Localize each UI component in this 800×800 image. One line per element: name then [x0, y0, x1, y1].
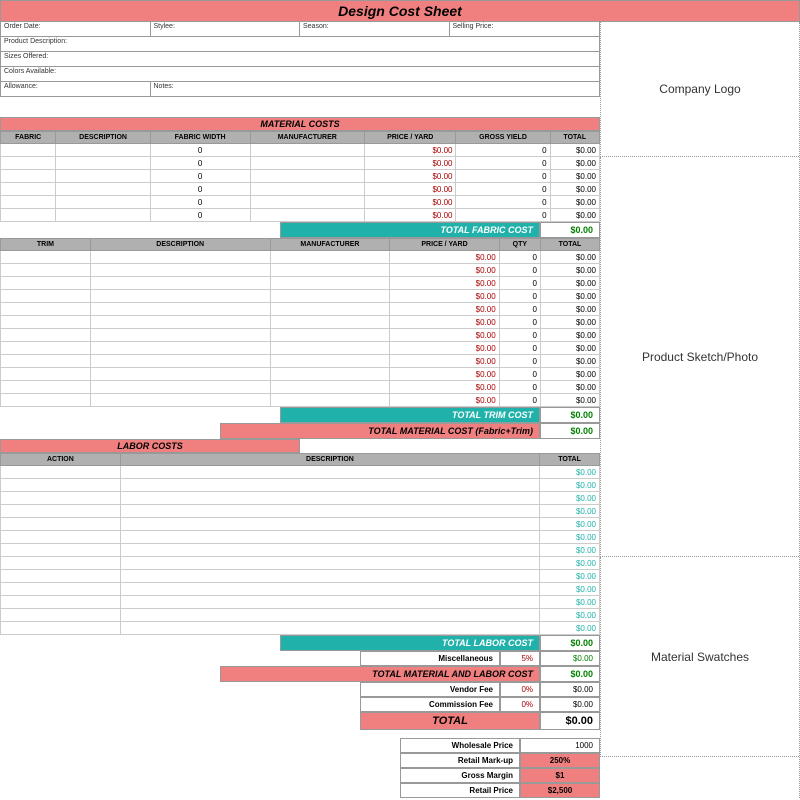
- commission-pct: 0%: [500, 697, 540, 712]
- markup-val: 250%: [520, 753, 600, 768]
- trim-total-label: TOTAL TRIM COST: [280, 407, 540, 423]
- fabric-total-value: $0.00: [540, 222, 600, 238]
- order-date-label: Order Date:: [1, 22, 151, 36]
- labor-col-header: TOTAL: [540, 454, 600, 466]
- labor-table: ACTIONDESCRIPTIONTOTAL $0.00$0.00$0.00$0…: [0, 453, 600, 635]
- fabric-row[interactable]: 0$0.000$0.00: [1, 183, 600, 196]
- labor-row[interactable]: $0.00: [1, 518, 600, 531]
- commission-label: Commission Fee: [360, 697, 500, 712]
- trim-row[interactable]: $0.000$0.00: [1, 290, 600, 303]
- labor-row[interactable]: $0.00: [1, 596, 600, 609]
- fabric-col-header: FABRIC WIDTH: [150, 132, 250, 144]
- labor-costs-header: LABOR COSTS: [0, 439, 300, 453]
- labor-col-header: DESCRIPTION: [120, 454, 539, 466]
- fabric-col-header: DESCRIPTION: [56, 132, 150, 144]
- misc-label: Miscellaneous: [360, 651, 500, 666]
- trim-col-header: PRICE / YARD: [390, 239, 499, 251]
- trim-total-value: $0.00: [540, 407, 600, 423]
- trim-row[interactable]: $0.000$0.00: [1, 355, 600, 368]
- margin-label: Gross Margin: [400, 768, 520, 783]
- retail-val: $2,500: [520, 783, 600, 798]
- vendor-pct: 0%: [500, 682, 540, 697]
- wholesale-val: 1000: [520, 738, 600, 753]
- wholesale-label: Wholesale Price: [400, 738, 520, 753]
- trim-table: TRIMDESCRIPTIONMANUFACTURERPRICE / YARDQ…: [0, 238, 600, 407]
- product-sketch-placeholder: Product Sketch/Photo: [600, 157, 799, 557]
- trim-col-header: DESCRIPTION: [90, 239, 270, 251]
- labor-col-header: ACTION: [1, 454, 121, 466]
- vendor-val: $0.00: [540, 682, 600, 697]
- trim-row[interactable]: $0.000$0.00: [1, 368, 600, 381]
- labor-row[interactable]: $0.00: [1, 544, 600, 557]
- labor-row[interactable]: $0.00: [1, 531, 600, 544]
- labor-total-value: $0.00: [540, 635, 600, 651]
- season-label: Season:: [300, 22, 450, 36]
- trim-row[interactable]: $0.000$0.00: [1, 316, 600, 329]
- colors-label: Colors Available:: [1, 67, 599, 81]
- fabric-col-header: FABRIC: [1, 132, 56, 144]
- trim-row[interactable]: $0.000$0.00: [1, 277, 600, 290]
- mat-labor-total-value: $0.00: [540, 666, 600, 682]
- misc-val: $0.00: [540, 651, 600, 666]
- grand-total-label: TOTAL: [360, 712, 540, 730]
- labor-row[interactable]: $0.00: [1, 505, 600, 518]
- selling-price-label: Selling Price:: [450, 22, 600, 36]
- fabric-row[interactable]: 0$0.000$0.00: [1, 209, 600, 222]
- trim-row[interactable]: $0.000$0.00: [1, 381, 600, 394]
- product-desc-label: Product Description:: [1, 37, 599, 51]
- material-total-value: $0.00: [540, 423, 600, 439]
- fabric-row[interactable]: 0$0.000$0.00: [1, 196, 600, 209]
- sizes-label: Sizes Offered:: [1, 52, 599, 66]
- trim-col-header: TOTAL: [540, 239, 599, 251]
- labor-row[interactable]: $0.00: [1, 622, 600, 635]
- stylee-label: Stylee:: [151, 22, 301, 36]
- labor-total-label: TOTAL LABOR COST: [280, 635, 540, 651]
- trim-row[interactable]: $0.000$0.00: [1, 329, 600, 342]
- sidebar: Company Logo Product Sketch/Photo Materi…: [600, 22, 800, 798]
- fabric-col-header: TOTAL: [550, 132, 599, 144]
- company-logo-placeholder: Company Logo: [600, 22, 799, 157]
- trim-col-header: QTY: [499, 239, 540, 251]
- fabric-row[interactable]: 0$0.000$0.00: [1, 170, 600, 183]
- trim-col-header: TRIM: [1, 239, 91, 251]
- labor-row[interactable]: $0.00: [1, 609, 600, 622]
- fabric-col-header: MANUFACTURER: [250, 132, 364, 144]
- labor-row[interactable]: $0.00: [1, 583, 600, 596]
- trim-row[interactable]: $0.000$0.00: [1, 394, 600, 407]
- trim-row[interactable]: $0.000$0.00: [1, 342, 600, 355]
- page-title: Design Cost Sheet: [0, 0, 800, 22]
- main-form: Order Date: Stylee: Season: Selling Pric…: [0, 22, 600, 798]
- fabric-total-label: TOTAL FABRIC COST: [280, 222, 540, 238]
- trim-col-header: MANUFACTURER: [270, 239, 390, 251]
- trim-row[interactable]: $0.000$0.00: [1, 251, 600, 264]
- margin-val: $1: [520, 768, 600, 783]
- fabric-col-header: PRICE / YARD: [364, 132, 456, 144]
- trim-row[interactable]: $0.000$0.00: [1, 264, 600, 277]
- markup-label: Retail Mark-up: [400, 753, 520, 768]
- trim-row[interactable]: $0.000$0.00: [1, 303, 600, 316]
- fabric-row[interactable]: 0$0.000$0.00: [1, 157, 600, 170]
- mat-labor-total-label: TOTAL MATERIAL AND LABOR COST: [220, 666, 540, 682]
- fabric-row[interactable]: 0$0.000$0.00: [1, 144, 600, 157]
- allowance-label: Allowance:: [1, 82, 151, 96]
- fabric-table: FABRICDESCRIPTIONFABRIC WIDTHMANUFACTURE…: [0, 131, 600, 222]
- vendor-label: Vendor Fee: [360, 682, 500, 697]
- commission-val: $0.00: [540, 697, 600, 712]
- labor-row[interactable]: $0.00: [1, 570, 600, 583]
- labor-row[interactable]: $0.00: [1, 466, 600, 479]
- labor-row[interactable]: $0.00: [1, 557, 600, 570]
- material-swatches-placeholder: Material Swatches: [600, 557, 799, 757]
- notes-label: Notes:: [151, 82, 600, 96]
- material-total-label: TOTAL MATERIAL COST (Fabric+Trim): [220, 423, 540, 439]
- labor-row[interactable]: $0.00: [1, 492, 600, 505]
- misc-pct: 5%: [500, 651, 540, 666]
- material-costs-header: MATERIAL COSTS: [0, 117, 600, 131]
- retail-label: Retail Price: [400, 783, 520, 798]
- grand-total-value: $0.00: [540, 712, 600, 730]
- labor-row[interactable]: $0.00: [1, 479, 600, 492]
- fabric-col-header: GROSS YIELD: [456, 132, 550, 144]
